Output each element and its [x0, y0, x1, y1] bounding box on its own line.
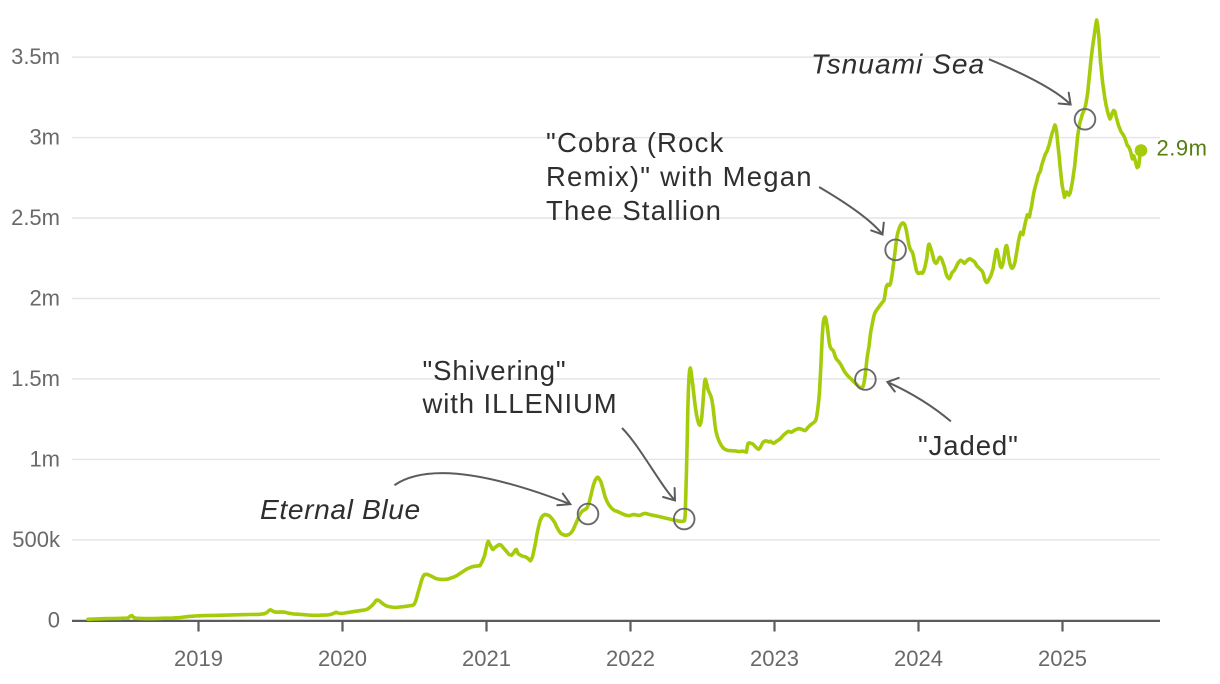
svg-text:2.5m: 2.5m: [11, 205, 60, 230]
svg-text:2025: 2025: [1038, 646, 1087, 671]
svg-text:Eternal Blue: Eternal Blue: [260, 493, 421, 525]
svg-text:Remix)" with Megan: Remix)" with Megan: [546, 161, 813, 192]
svg-text:2m: 2m: [29, 286, 60, 311]
svg-text:1.5m: 1.5m: [11, 366, 60, 391]
svg-text:3.5m: 3.5m: [11, 44, 60, 69]
svg-text:Tsnuami Sea: Tsnuami Sea: [811, 47, 985, 79]
svg-text:2.9m: 2.9m: [1157, 136, 1208, 161]
svg-text:"Jaded": "Jaded": [918, 430, 1019, 461]
svg-text:2021: 2021: [462, 646, 511, 671]
svg-text:with ILLENIUM: with ILLENIUM: [422, 388, 618, 419]
svg-text:2020: 2020: [318, 646, 367, 671]
svg-text:1m: 1m: [29, 446, 60, 471]
svg-text:"Cobra (Rock: "Cobra (Rock: [546, 127, 725, 158]
svg-text:2019: 2019: [174, 646, 223, 671]
svg-text:"Shivering": "Shivering": [423, 355, 567, 386]
svg-text:500k: 500k: [12, 527, 61, 552]
svg-text:Thee Stallion: Thee Stallion: [546, 195, 722, 226]
svg-text:2023: 2023: [750, 646, 799, 671]
svg-text:0: 0: [48, 607, 60, 632]
svg-text:3m: 3m: [29, 125, 60, 150]
svg-text:2024: 2024: [894, 646, 943, 671]
svg-text:2022: 2022: [606, 646, 655, 671]
